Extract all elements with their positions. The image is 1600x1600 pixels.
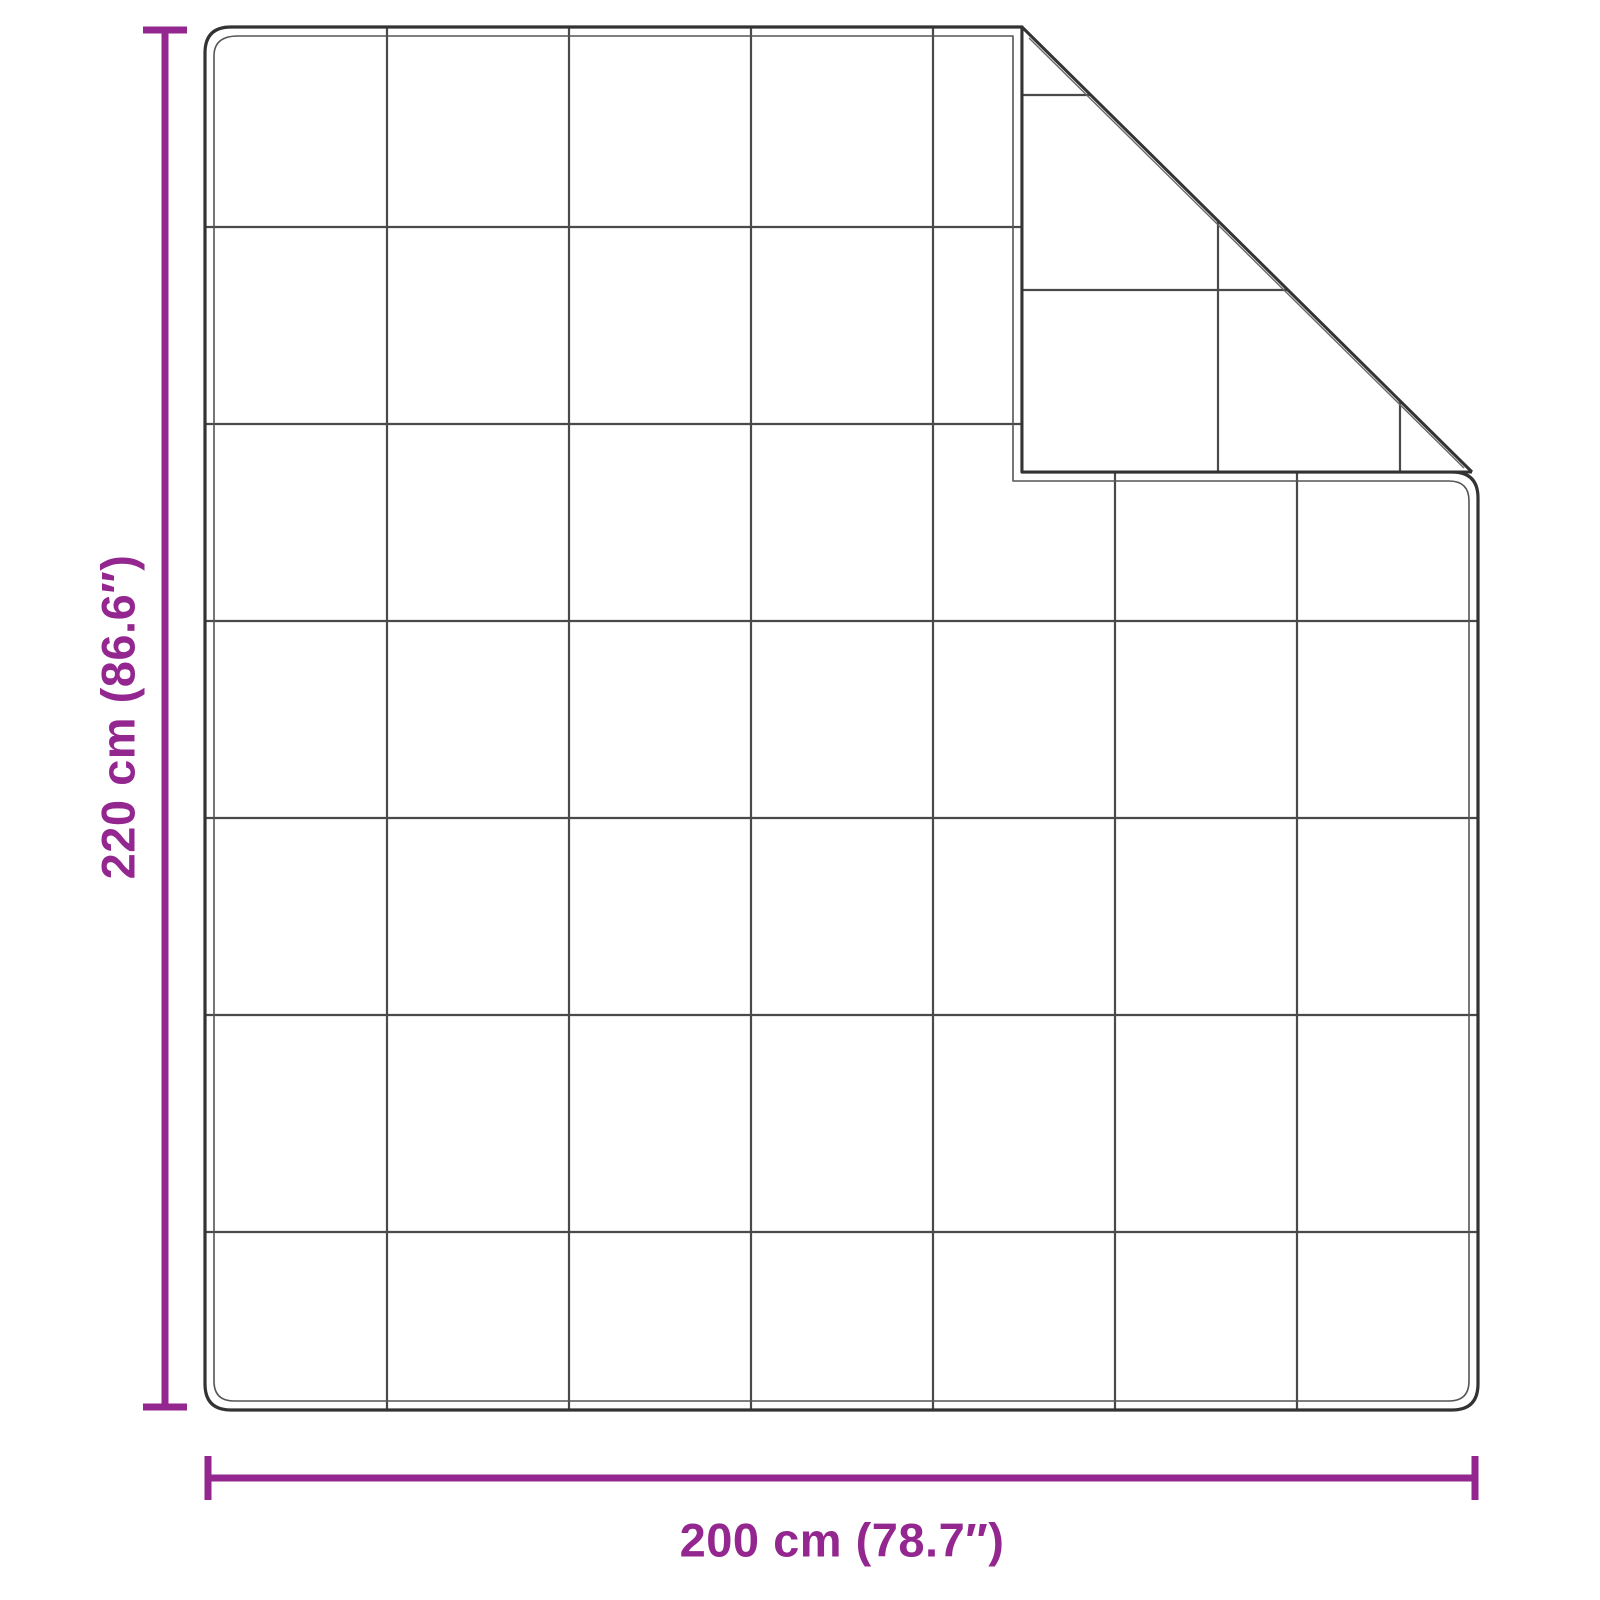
quilting-grid-upper bbox=[205, 27, 1022, 472]
flap-diagonal-inner-stitch bbox=[1028, 37, 1465, 469]
quilting-grid-lower bbox=[205, 472, 1478, 1410]
height-dimension-line bbox=[143, 26, 187, 1411]
dimension-lines bbox=[143, 26, 1479, 1500]
blanket-body-fill bbox=[205, 27, 1478, 1410]
blanket-body bbox=[203, 25, 1480, 1412]
width-dimension-line bbox=[204, 1456, 1479, 1500]
folded-corner-flap bbox=[1020, 25, 1474, 474]
blanket-outer-hem bbox=[203, 25, 1480, 1412]
flap-diagonal-edge bbox=[1020, 25, 1474, 474]
width-dimension-label: 200 cm (78.7″) bbox=[679, 1513, 1005, 1567]
blanket-inner-stitch bbox=[213, 35, 1470, 1402]
height-dimension-label: 220 cm (86.6″) bbox=[91, 554, 145, 880]
